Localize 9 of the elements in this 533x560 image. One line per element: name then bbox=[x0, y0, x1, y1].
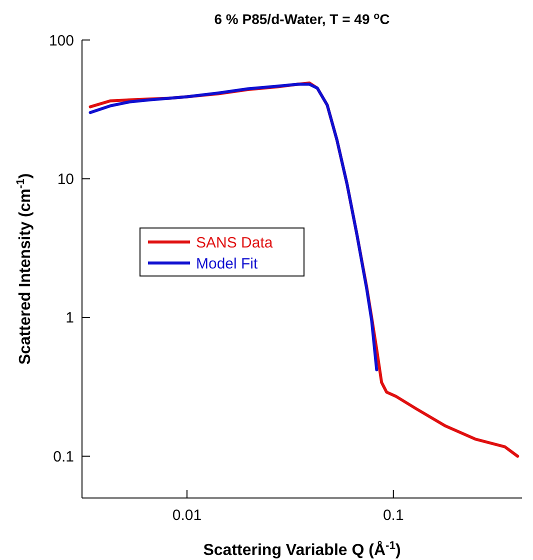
y-tick-label: 100 bbox=[48, 32, 74, 50]
y-tick-label: 10 bbox=[57, 170, 74, 188]
x-axis-title: Scattering Variable Q (Å$^{-1}$) bbox=[203, 540, 401, 559]
y-tick-label: 0.1 bbox=[53, 448, 74, 466]
y-tick-label: 1 bbox=[66, 310, 74, 327]
chart-title: 6 % P85/d-Water, T = 49 $^{o}$C bbox=[214, 10, 390, 27]
legend-label: SANS Data bbox=[196, 234, 274, 252]
legend-label: Model Fit bbox=[196, 255, 259, 272]
x-tick-label: 0.01 bbox=[172, 507, 202, 524]
